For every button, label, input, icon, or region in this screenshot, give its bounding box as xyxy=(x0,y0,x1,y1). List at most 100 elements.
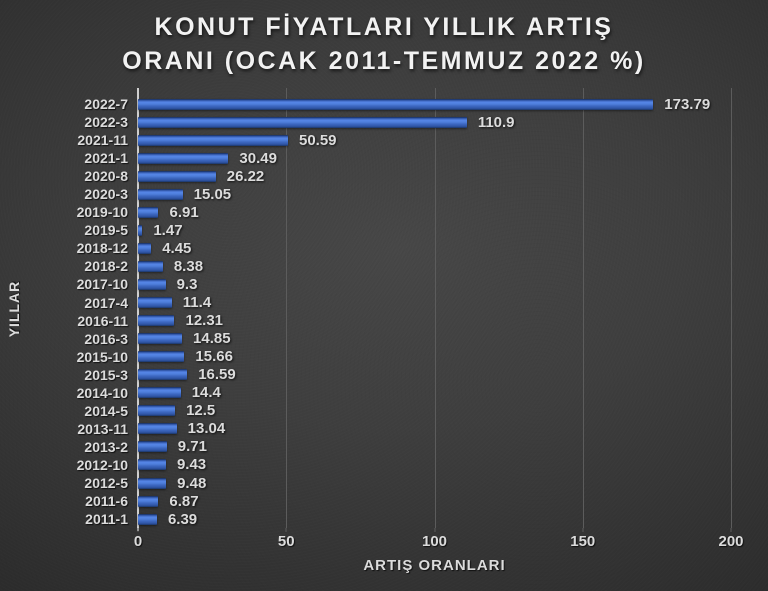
x-axis-tick-label: 50 xyxy=(277,533,295,550)
bar-row: 2011-6 6.87 xyxy=(0,492,731,510)
category-label: 2022-7 xyxy=(84,96,128,113)
bar-zone: 16.59 xyxy=(138,366,731,384)
category-label: 2016-11 xyxy=(77,312,128,329)
category-label: 2019-5 xyxy=(84,222,128,239)
bar-row: 2019-10 6.91 xyxy=(0,203,731,221)
gridline xyxy=(731,88,732,528)
category-label: 2013-11 xyxy=(77,420,128,437)
bar-row: 2014-10 14.4 xyxy=(0,384,731,402)
value-label: 8.38 xyxy=(173,257,204,275)
value-label: 50.59 xyxy=(298,131,337,149)
bar-row: 2013-11 13.04 xyxy=(0,420,731,438)
value-label: 16.59 xyxy=(198,366,236,384)
category-label: 2021-11 xyxy=(77,132,128,149)
category-label: 2012-10 xyxy=(76,456,128,473)
chart-title-line2: ORANI (OCAK 2011-TEMMUZ 2022 %) xyxy=(122,47,646,75)
gridline xyxy=(286,88,288,528)
x-axis-tick xyxy=(582,528,584,532)
bar-zone: 14.4 xyxy=(138,384,731,402)
value-label: 26.22 xyxy=(226,167,265,185)
category-label: 2019-10 xyxy=(76,204,128,221)
value-label: 6.91 xyxy=(169,203,199,221)
x-axis-tick xyxy=(730,528,732,532)
x-axis-tick-label: 0 xyxy=(133,533,143,550)
bar xyxy=(138,441,167,453)
bar-row: 2020-3 15.05 xyxy=(0,185,731,203)
category-label: 2018-2 xyxy=(84,258,128,275)
bar-zone: 9.43 xyxy=(138,456,731,474)
bar xyxy=(138,369,188,381)
value-label: 4.45 xyxy=(162,239,192,257)
bar-row: 2022-3 110.9 xyxy=(0,113,731,131)
category-label: 2014-10 xyxy=(76,384,128,401)
bar xyxy=(138,98,654,110)
bar xyxy=(138,423,177,435)
category-label: 2017-10 xyxy=(76,276,128,293)
value-label: 15.66 xyxy=(195,348,233,366)
bar xyxy=(138,387,181,399)
value-label: 110.9 xyxy=(477,113,515,131)
value-label: 6.39 xyxy=(167,510,198,528)
bar-zone: 9.71 xyxy=(138,438,731,456)
bar-zone: 11.4 xyxy=(138,294,731,312)
value-label: 13.04 xyxy=(187,420,226,438)
bar xyxy=(138,351,185,363)
value-label: 9.3 xyxy=(176,275,198,293)
bar xyxy=(138,477,167,489)
bar-row: 2014-5 12.5 xyxy=(0,402,731,420)
bar-row: 2018-2 8.38 xyxy=(0,257,731,275)
x-axis-tick-label: 150 xyxy=(570,533,596,550)
bar-row: 2016-3 14.85 xyxy=(0,330,731,348)
bar-zone: 12.5 xyxy=(138,402,731,420)
category-label: 2015-10 xyxy=(76,348,128,365)
bar-zone: 15.66 xyxy=(138,348,731,366)
x-axis-title: ARTIŞ ORANLARI xyxy=(363,557,506,574)
plot-area xyxy=(137,88,732,531)
bar-row: 2018-12 4.45 xyxy=(0,239,731,257)
value-label: 9.43 xyxy=(176,456,207,474)
x-axis-tick-label: 200 xyxy=(718,533,744,550)
bar xyxy=(138,152,229,164)
bar xyxy=(138,206,159,218)
category-label: 2011-6 xyxy=(85,493,128,510)
x-axis-tick-label: 100 xyxy=(421,533,448,550)
value-label: 14.4 xyxy=(191,384,221,402)
value-label: 6.87 xyxy=(169,492,199,510)
bar-zone: 15.05 xyxy=(138,185,731,203)
bar-zone: 1.47 xyxy=(138,221,731,239)
x-axis-ticks xyxy=(137,528,732,532)
value-label: 9.71 xyxy=(177,438,207,456)
y-axis-title: YILLAR xyxy=(6,280,22,338)
bar-row: 2012-10 9.43 xyxy=(0,456,731,474)
bar-rows: 2022-7 173.79 2022-3 110.9 2021-11 50.59 2021-… xyxy=(0,95,731,528)
category-label: 2018-12 xyxy=(76,240,128,257)
x-axis-tick xyxy=(434,528,435,532)
bar xyxy=(138,495,159,507)
bar xyxy=(138,188,183,200)
bar xyxy=(138,459,166,471)
bar-zone: 173.79 xyxy=(138,95,731,113)
bar xyxy=(138,278,166,290)
bar-zone: 13.04 xyxy=(138,420,731,438)
value-label: 15.05 xyxy=(193,185,232,203)
bar xyxy=(138,134,288,146)
bar-row: 2022-7 173.79 xyxy=(0,95,731,113)
bar-zone: 30.49 xyxy=(138,149,731,167)
category-label: 2011-1 xyxy=(85,511,128,528)
x-axis-tick-labels: 0 50 100 150 200 xyxy=(134,533,744,551)
gridline xyxy=(582,88,584,528)
category-label: 2017-4 xyxy=(84,294,128,311)
x-axis-tick xyxy=(137,528,139,532)
value-label: 9.48 xyxy=(177,474,207,492)
category-label: 2016-3 xyxy=(84,330,128,347)
bar-row: 2021-11 50.59 xyxy=(0,131,731,149)
category-label: 2020-8 xyxy=(84,168,128,185)
bar xyxy=(138,405,176,417)
bar xyxy=(138,333,183,345)
bar-row: 2017-4 11.4 xyxy=(0,294,731,312)
x-axis-tick xyxy=(285,528,287,532)
chart-title-line1: KONUT FİYATLARI YILLIK ARTIŞ xyxy=(154,13,614,41)
category-label: 2021-1 xyxy=(84,150,128,167)
bar-zone: 6.91 xyxy=(138,203,731,221)
